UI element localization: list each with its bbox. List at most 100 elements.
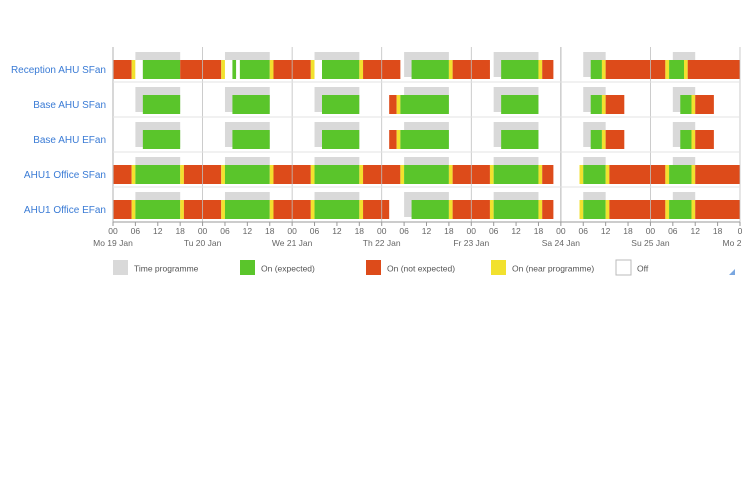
status-segment-notexpected[interactable] (389, 95, 397, 114)
status-segment-near[interactable] (684, 60, 688, 79)
legend-label-notexpected[interactable]: On (not expected) (387, 264, 455, 274)
status-segment-notexpected[interactable] (605, 130, 625, 149)
status-segment-near[interactable] (538, 165, 543, 184)
status-segment-notexpected[interactable] (363, 200, 390, 219)
status-segment-notexpected[interactable] (113, 60, 132, 79)
status-segment-near[interactable] (396, 130, 401, 149)
legend-swatch-notexpected[interactable] (366, 260, 381, 275)
status-segment-expected[interactable] (590, 130, 602, 149)
status-segment-near[interactable] (691, 130, 696, 149)
status-segment-near[interactable] (310, 165, 315, 184)
status-segment-expected[interactable] (314, 200, 360, 219)
legend-swatch-off[interactable] (615, 259, 632, 276)
status-segment-expected[interactable] (142, 130, 181, 149)
status-segment-off[interactable] (314, 60, 322, 79)
status-segment-near[interactable] (665, 60, 670, 79)
status-segment-expected[interactable] (501, 130, 539, 149)
status-segment-expected[interactable] (583, 165, 606, 184)
status-segment-expected[interactable] (680, 130, 692, 149)
status-segment-expected[interactable] (590, 60, 602, 79)
status-segment-expected[interactable] (232, 130, 270, 149)
status-segment-near[interactable] (448, 200, 453, 219)
status-segment-notexpected[interactable] (695, 95, 714, 114)
status-segment-expected[interactable] (501, 95, 539, 114)
status-segment-notexpected[interactable] (542, 165, 554, 184)
status-segment-expected[interactable] (142, 95, 181, 114)
status-segment-near[interactable] (665, 165, 670, 184)
status-segment-expected[interactable] (142, 60, 181, 79)
status-segment-expected[interactable] (232, 60, 237, 79)
status-segment-near[interactable] (310, 200, 315, 219)
status-segment-near[interactable] (400, 165, 405, 184)
status-segment-expected[interactable] (322, 60, 360, 79)
legend-label-near[interactable]: On (near programme) (512, 264, 594, 274)
status-segment-near[interactable] (310, 60, 315, 79)
status-segment-expected[interactable] (400, 130, 449, 149)
status-segment-near[interactable] (359, 60, 364, 79)
status-segment-near[interactable] (691, 95, 696, 114)
status-segment-expected[interactable] (669, 200, 692, 219)
legend-label-off[interactable]: Off (637, 264, 649, 274)
status-segment-expected[interactable] (135, 200, 181, 219)
status-segment-near[interactable] (601, 60, 606, 79)
status-segment-near[interactable] (131, 60, 136, 79)
status-segment-near[interactable] (579, 165, 584, 184)
status-segment-notexpected[interactable] (542, 60, 554, 79)
status-segment-near[interactable] (448, 60, 453, 79)
status-segment-near[interactable] (131, 200, 136, 219)
status-segment-near[interactable] (579, 200, 584, 219)
legend-swatch-expected[interactable] (240, 260, 255, 275)
status-segment-notexpected[interactable] (605, 60, 666, 79)
status-segment-expected[interactable] (411, 60, 449, 79)
row-label[interactable]: Base AHU EFan (33, 135, 106, 146)
status-segment-expected[interactable] (411, 200, 449, 219)
status-segment-near[interactable] (131, 165, 136, 184)
status-segment-near[interactable] (691, 200, 696, 219)
status-segment-notexpected[interactable] (113, 165, 132, 184)
status-segment-expected[interactable] (493, 200, 539, 219)
status-segment-near[interactable] (538, 60, 543, 79)
status-segment-near[interactable] (691, 165, 696, 184)
status-segment-expected[interactable] (404, 165, 449, 184)
row-label[interactable]: Reception AHU SFan (11, 65, 106, 76)
status-segment-near[interactable] (180, 200, 184, 219)
status-segment-notexpected[interactable] (605, 95, 625, 114)
status-segment-expected[interactable] (135, 165, 181, 184)
status-segment-near[interactable] (489, 165, 494, 184)
legend-swatch-time[interactable] (113, 260, 128, 275)
status-segment-near[interactable] (269, 200, 274, 219)
status-segment-near[interactable] (396, 95, 401, 114)
status-segment-notexpected[interactable] (542, 200, 554, 219)
status-segment-expected[interactable] (232, 95, 270, 114)
status-segment-near[interactable] (605, 165, 610, 184)
row-label[interactable]: AHU1 Office EFan (24, 205, 106, 216)
status-segment-notexpected[interactable] (180, 60, 222, 79)
status-segment-expected[interactable] (224, 200, 270, 219)
status-segment-expected[interactable] (493, 165, 539, 184)
status-segment-near[interactable] (538, 200, 543, 219)
status-segment-expected[interactable] (501, 60, 539, 79)
status-segment-near[interactable] (269, 165, 274, 184)
status-segment-notexpected[interactable] (389, 130, 397, 149)
status-segment-off[interactable] (236, 60, 240, 79)
status-segment-expected[interactable] (583, 200, 606, 219)
status-segment-expected[interactable] (314, 165, 360, 184)
status-segment-near[interactable] (601, 95, 606, 114)
status-segment-near[interactable] (269, 60, 274, 79)
status-segment-near[interactable] (221, 200, 225, 219)
legend-label-expected[interactable]: On (expected) (261, 264, 315, 274)
status-segment-expected[interactable] (669, 165, 692, 184)
row-label[interactable]: Base AHU SFan (33, 100, 106, 111)
status-segment-near[interactable] (489, 200, 494, 219)
status-segment-notexpected[interactable] (687, 60, 740, 79)
resize-handle-icon[interactable] (729, 269, 735, 275)
status-segment-notexpected[interactable] (695, 130, 714, 149)
status-segment-near[interactable] (601, 130, 606, 149)
status-segment-near[interactable] (665, 200, 670, 219)
status-segment-expected[interactable] (669, 60, 685, 79)
status-segment-near[interactable] (359, 165, 364, 184)
legend-swatch-near[interactable] (491, 260, 506, 275)
legend-label-time[interactable]: Time programme (134, 264, 199, 274)
status-segment-notexpected[interactable] (609, 200, 666, 219)
status-segment-off[interactable] (224, 60, 233, 79)
